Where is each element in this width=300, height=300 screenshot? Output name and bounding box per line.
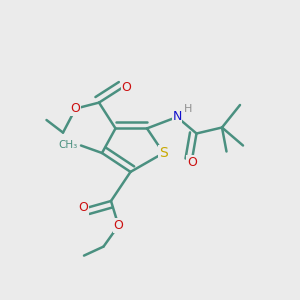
Text: O: O xyxy=(122,81,131,94)
Text: CH₃: CH₃ xyxy=(59,140,78,151)
Text: O: O xyxy=(114,219,123,232)
Text: S: S xyxy=(159,146,168,160)
Text: N: N xyxy=(172,110,182,124)
Text: O: O xyxy=(71,102,80,115)
Text: H: H xyxy=(184,103,192,114)
Text: O: O xyxy=(187,156,197,169)
Text: O: O xyxy=(79,201,88,214)
